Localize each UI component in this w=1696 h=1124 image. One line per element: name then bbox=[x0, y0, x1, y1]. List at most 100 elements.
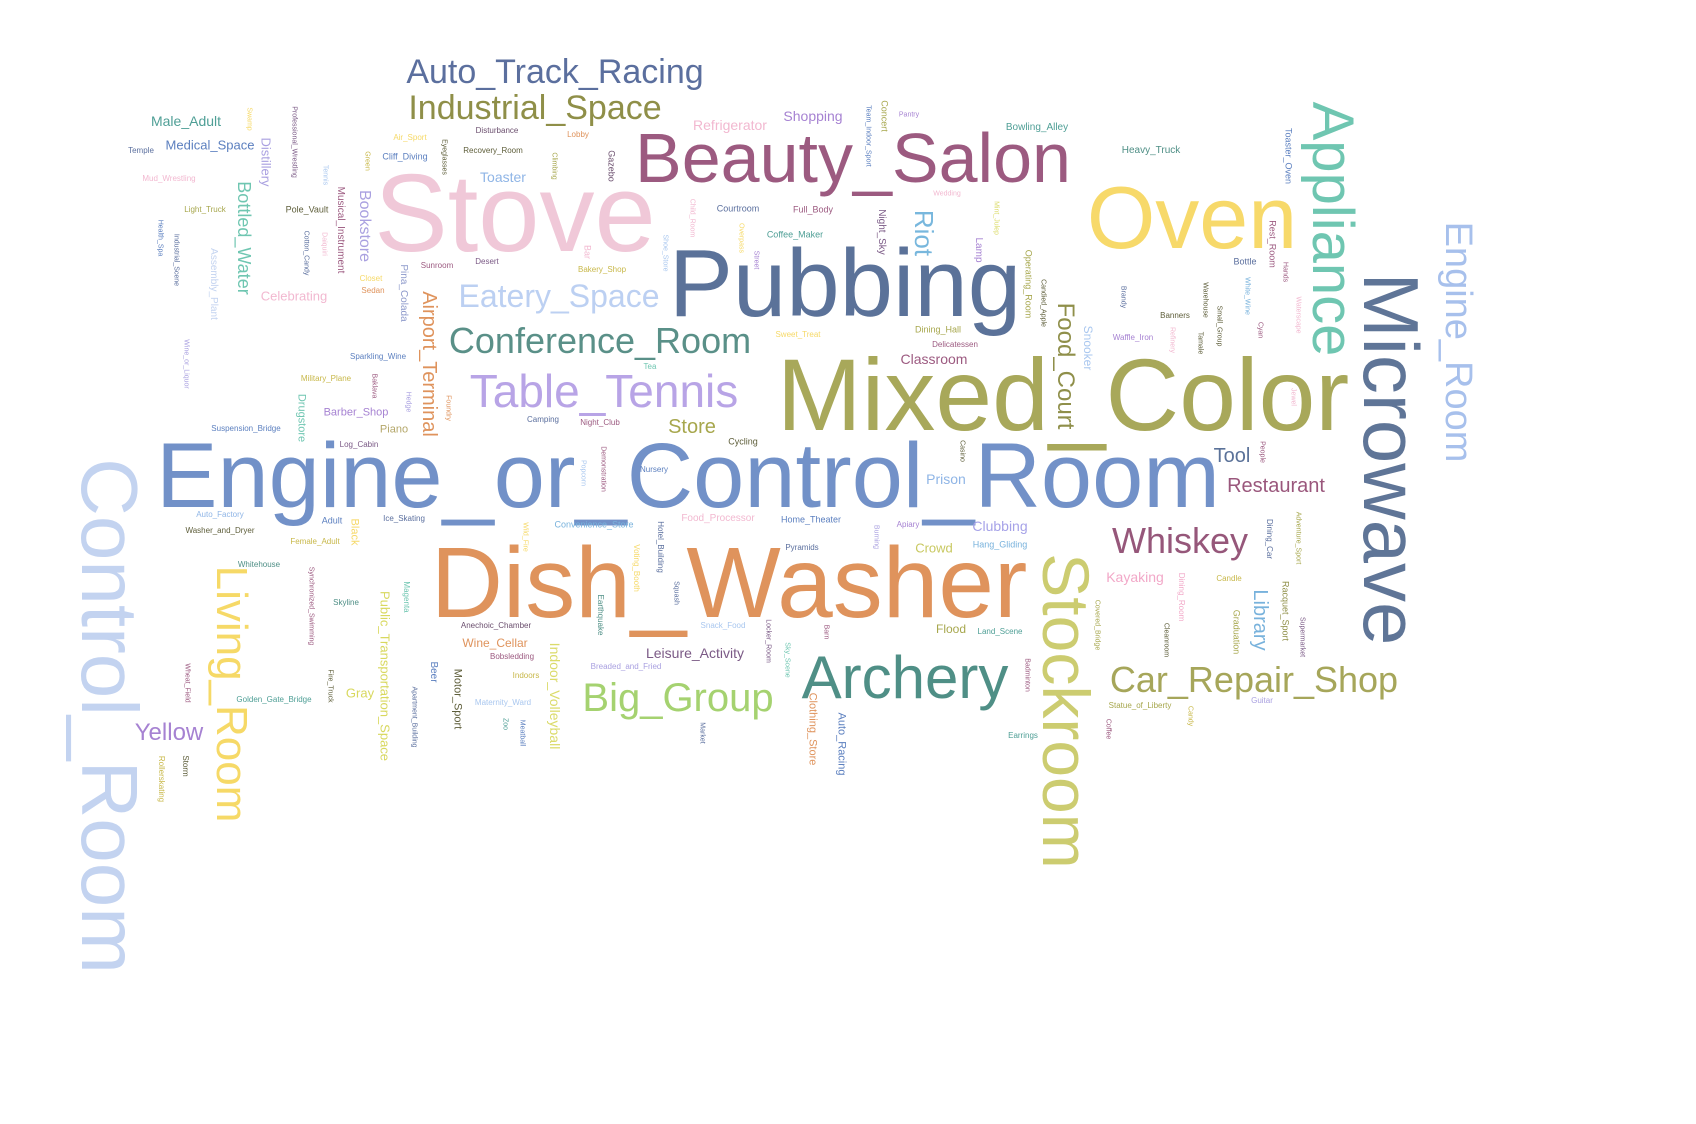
word-candied-apple: Candied_Apple bbox=[1039, 279, 1047, 327]
word-engine-or-control-room: Engine_or_Control_Room bbox=[156, 425, 1220, 527]
word-refinery: Refinery bbox=[1168, 326, 1176, 354]
word-squash: Squash bbox=[672, 581, 680, 605]
word-magenta: Magenta bbox=[402, 581, 411, 613]
word-racquet-sport: Racquet_Sport bbox=[1280, 580, 1291, 642]
word-casino: Casino bbox=[958, 440, 966, 462]
word-adventure-sport: Adventure_Sport bbox=[1294, 511, 1302, 565]
word-home-theater: Home_Theater bbox=[780, 514, 842, 525]
word-lobby: Lobby bbox=[567, 130, 589, 139]
word-toaster-oven: Toaster_Oven bbox=[1283, 127, 1294, 185]
word-dining-hall: Dining_Hall bbox=[914, 324, 962, 335]
word-bar: Bar bbox=[582, 244, 593, 260]
word-classroom: Classroom bbox=[900, 351, 968, 367]
word-hang-gliding: Hang_Gliding bbox=[972, 539, 1028, 550]
word-conference-room: Conference_Room bbox=[448, 320, 752, 361]
word-pina-colada: Pina_Colada bbox=[398, 264, 409, 322]
word-public-transportation-space: Public_Transportation_Space bbox=[377, 590, 393, 762]
word-engine-room: Engine_Room bbox=[1437, 221, 1479, 463]
word-night-club: Night_Club bbox=[580, 418, 620, 427]
word-jewel: Jewel bbox=[1289, 388, 1297, 406]
word-cycling: Cycling bbox=[728, 436, 758, 447]
word-log-cabin: Log_Cabin bbox=[339, 440, 379, 449]
word-child-room: Child_Room bbox=[688, 198, 696, 238]
word-baklava: Baklava bbox=[370, 373, 378, 399]
word-indoor-volleyball: Indoor_Volleyball bbox=[547, 642, 563, 750]
word-celebrating: Celebrating bbox=[260, 288, 328, 304]
word-tamale: Tamale bbox=[1196, 331, 1204, 355]
word-supermarket: Supermarket bbox=[1298, 616, 1306, 658]
word-tennis: Tennis bbox=[321, 164, 329, 186]
word-popcorn: Popcorn bbox=[579, 459, 587, 487]
word-library: Library bbox=[1249, 589, 1271, 651]
word-overpass: Overpass bbox=[737, 223, 745, 253]
word-swamp: Swamp bbox=[245, 107, 253, 131]
word-whiskey: Whiskey bbox=[1111, 520, 1249, 561]
word-maternity-ward: Maternity_Ward bbox=[474, 698, 532, 707]
word-gazebo: Gazebo bbox=[606, 150, 617, 182]
word-hands: Hands bbox=[1281, 261, 1289, 283]
word-auto-factory: Auto_Factory bbox=[196, 510, 244, 519]
word-waffle-iron: Waffle_Iron bbox=[1112, 333, 1154, 342]
word-snooker: Snooker bbox=[1081, 325, 1095, 371]
word-black: Black bbox=[348, 518, 361, 546]
word-motor-sport: Motor_Sport bbox=[451, 668, 464, 730]
word-daiquiri: Daiquiri bbox=[320, 232, 328, 256]
word-cotton-candy: Cotton_Candy bbox=[302, 230, 310, 276]
word-guitar: Guitar bbox=[1251, 696, 1273, 705]
word-golden-gate-bridge: Golden_Gate_Bridge bbox=[236, 695, 312, 704]
word-pubbing: Pubbing bbox=[668, 230, 1022, 337]
word-mint-julep: Mint_Julep bbox=[992, 201, 1000, 235]
word-burning: Burning bbox=[872, 524, 880, 550]
word-convenience-store: Convenience_Store bbox=[554, 519, 634, 530]
word-operating-room: Operating_Room bbox=[1023, 249, 1034, 319]
word-graduation: Graduation bbox=[1231, 609, 1242, 655]
word-temple: Temple bbox=[128, 146, 154, 155]
word-recovery-room: Recovery_Room bbox=[463, 146, 523, 155]
word-pole-vault: Pole_Vault bbox=[285, 204, 329, 215]
word-warehouse: Warehouse bbox=[1201, 282, 1209, 318]
word-fire-truck: Fire_Truck bbox=[326, 669, 334, 703]
word-small-group: Small_Group bbox=[1215, 305, 1223, 347]
word-badminton: Badminton bbox=[1023, 658, 1031, 692]
word-wine-cellar: Wine_Cellar bbox=[462, 636, 528, 650]
word-prison: Prison bbox=[926, 471, 966, 487]
word-air-sport: Air_Sport bbox=[393, 133, 427, 142]
word-drugstore: Drugstore bbox=[295, 393, 308, 443]
word-auto-track-racing: Auto_Track_Racing bbox=[406, 53, 704, 91]
word-earrings: Earrings bbox=[1008, 731, 1038, 740]
word-bobsledding: Bobsledding bbox=[489, 652, 535, 661]
word-barber-shop: Barber_Shop bbox=[323, 406, 389, 419]
word-heavy-truck: Heavy_Truck bbox=[1121, 145, 1181, 156]
word-pantry: Pantry bbox=[898, 111, 920, 119]
word-voting-booth: Voting_Booth bbox=[632, 544, 641, 592]
word-ice-skating: Ice_Skating bbox=[383, 514, 425, 523]
word-toaster: Toaster bbox=[480, 169, 526, 185]
word-team-indoor-sport: Team_Indoor_Sport bbox=[864, 105, 872, 167]
word-market: Market bbox=[698, 722, 706, 744]
word-store: Store bbox=[668, 416, 716, 438]
word-nursery: Nursery bbox=[639, 465, 669, 474]
word-industrial-space: Industrial_Space bbox=[408, 89, 662, 127]
word-dish-washer: Dish_Washer bbox=[430, 527, 1028, 639]
word-courtroom: Courtroom bbox=[716, 203, 760, 214]
word-covered-bridge: Covered_Bridge bbox=[1093, 599, 1101, 651]
word-car-repair-shop: Car_Repair_Shop bbox=[1109, 659, 1399, 700]
word-snack-food: Snack_Food bbox=[700, 621, 746, 630]
word-banners: Banners bbox=[1160, 311, 1190, 320]
word-eyeglasses: Eyeglasses bbox=[440, 139, 448, 175]
word-candy: Candy bbox=[1186, 705, 1194, 727]
word-whitehouse: Whitehouse bbox=[237, 560, 281, 569]
word-barn: Barn bbox=[822, 624, 830, 640]
word-green: Green bbox=[363, 151, 371, 171]
word-waterscape: Waterscape bbox=[1294, 296, 1302, 334]
word-auto-racing: Auto_Racing bbox=[835, 712, 848, 776]
word-apartment-building: Apartment_Building bbox=[410, 686, 418, 748]
word-suspension-bridge: Suspension_Bridge bbox=[211, 424, 281, 433]
word-dining-room: Dining_Room bbox=[1177, 572, 1186, 622]
word-oven: Oven bbox=[1086, 168, 1298, 267]
word-meatball: Meatball bbox=[518, 719, 526, 747]
word-climbing: Climbing bbox=[550, 152, 558, 180]
word-mixed-color: Mixed_Color bbox=[776, 338, 1350, 452]
word-professional-wrestling: Professional_Wrestling bbox=[290, 106, 298, 178]
word-mud-wrestling: Mud_Wrestling bbox=[142, 174, 196, 183]
